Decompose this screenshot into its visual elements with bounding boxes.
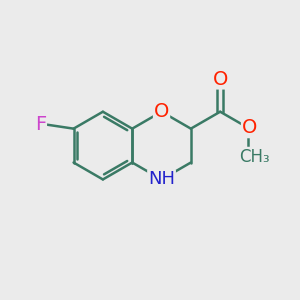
Text: O: O <box>212 70 228 88</box>
Text: NH: NH <box>148 170 175 188</box>
Text: O: O <box>154 102 169 121</box>
Text: F: F <box>35 115 46 134</box>
Text: O: O <box>242 118 257 137</box>
Text: CH₃: CH₃ <box>239 148 270 166</box>
